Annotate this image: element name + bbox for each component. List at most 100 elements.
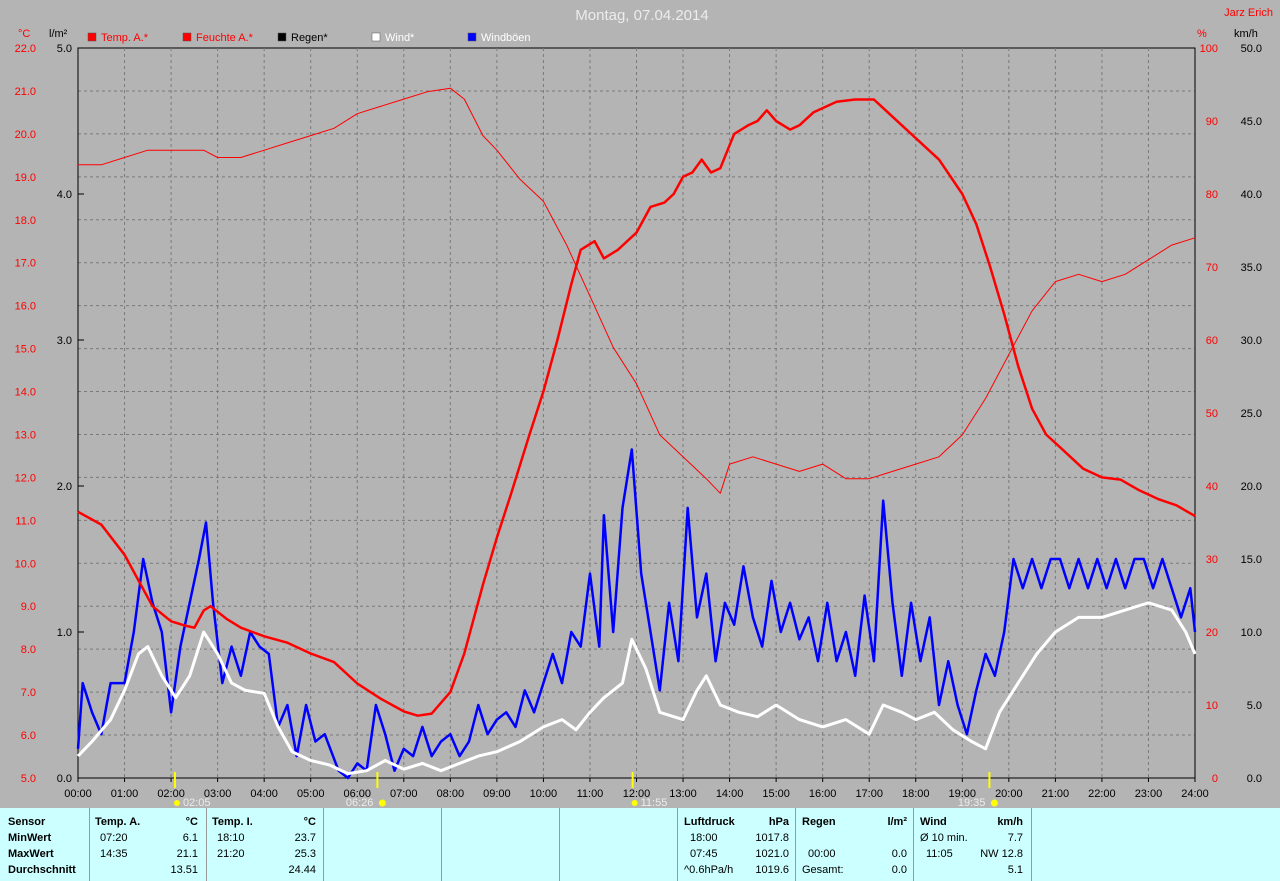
wind-header: Wind [920, 816, 947, 828]
row-min-label: MinWert [8, 832, 52, 844]
x-tick-label: 18:00 [902, 788, 930, 800]
row-max-label: MaxWert [8, 848, 54, 860]
temp-tick-label: 5.0 [21, 773, 36, 785]
x-tick-label: 04:00 [250, 788, 278, 800]
temp-tick-label: 22.0 [15, 43, 36, 55]
wind-tick-label: 30.0 [1241, 335, 1262, 347]
luftdruck-avg: 1019.6 [755, 864, 789, 876]
sun-icon [990, 799, 998, 807]
rain-tick-label: 0.0 [57, 773, 72, 785]
x-tick-label: 02:00 [157, 788, 185, 800]
legend-swatch [371, 32, 381, 42]
wind-tick-label: 0.0 [1247, 773, 1262, 785]
temp-tick-label: 11.0 [15, 515, 36, 527]
x-tick-label: 06:00 [343, 788, 371, 800]
series-tempa [77, 98, 1196, 717]
wind-tick-label: 35.0 [1241, 262, 1262, 274]
temp-tick-label: 10.0 [15, 558, 36, 570]
hum-tick-label: 10 [1206, 700, 1218, 712]
legend-swatch [87, 32, 97, 42]
marker-time: 19:35 [958, 797, 986, 808]
x-tick-label: 16:00 [809, 788, 837, 800]
hum-tick-label: 30 [1206, 554, 1218, 566]
luftdruck-min-time: 18:00 [690, 832, 718, 844]
legend: Temp. A.* Feuchte A.* Regen* Wind* Windböen [87, 32, 531, 44]
temp-a-max-val: 21.1 [176, 848, 198, 860]
hum-tick-label: 80 [1206, 189, 1218, 201]
temp-a-max-time: 14:35 [100, 848, 128, 860]
wind-max-val: NW 12.8 [980, 848, 1023, 860]
temp-i-header: Temp. I. [212, 816, 253, 828]
x-tick-label: 17:00 [855, 788, 883, 800]
regen-total-val: 0.0 [891, 864, 907, 876]
wind-avg: 5.1 [1007, 864, 1023, 876]
temp-tick-label: 8.0 [21, 644, 36, 656]
temp-a-min-val: 6.1 [182, 832, 198, 844]
luftdruck-min-val: 1017.8 [755, 832, 789, 844]
regen-max-time: 00:00 [808, 848, 836, 860]
x-tick-label: 14:00 [716, 788, 744, 800]
x-tick-label: 07:00 [390, 788, 418, 800]
x-tick-label: 20:00 [995, 788, 1023, 800]
weather-chart: Montag, 07.04.2014 Jarz Erich °C l/m² % … [15, 7, 1273, 808]
regen-max-val: 0.0 [891, 848, 907, 860]
unit-temp: °C [18, 28, 30, 40]
stats-table: Sensor MinWert MaxWert Durchschnitt Temp… [0, 808, 1280, 881]
legend-label: Wind* [385, 32, 415, 44]
wind-tick-label: 25.0 [1241, 408, 1262, 420]
hum-tick-label: 50 [1206, 408, 1218, 420]
temp-tick-label: 16.0 [15, 301, 36, 313]
temp-i-min-val: 23.7 [294, 832, 316, 844]
hum-tick-label: 100 [1200, 43, 1218, 55]
temp-a-avg: 13.51 [170, 864, 198, 876]
x-tick-label: 22:00 [1088, 788, 1116, 800]
x-tick-label: 11:00 [577, 788, 604, 800]
legend-swatch [182, 32, 192, 42]
series-windben [76, 448, 1197, 780]
temp-a-min-time: 07:20 [100, 832, 128, 844]
chart-title: Montag, 07.04.2014 [575, 7, 708, 24]
wind-unit: km/h [997, 816, 1023, 828]
temp-tick-label: 21.0 [15, 86, 36, 98]
moon-icon [631, 800, 638, 806]
wind-avg10-label: Ø 10 min. [920, 832, 968, 844]
rain-tick-label: 2.0 [57, 481, 72, 493]
rain-tick-label: 5.0 [57, 43, 72, 55]
x-tick-label: 15:00 [762, 788, 790, 800]
luftdruck-max-time: 07:45 [690, 848, 718, 860]
regen-header: Regen [802, 816, 836, 828]
wind-max-time: 11:05 [926, 848, 953, 860]
temp-tick-label: 17.0 [15, 258, 36, 270]
temp-tick-label: 9.0 [21, 601, 36, 613]
sensor-header: Sensor [8, 816, 46, 828]
temp-tick-label: 14.0 [15, 387, 36, 399]
marker-time: 06:26 [346, 797, 374, 808]
temp-i-min-time: 18:10 [217, 832, 245, 844]
temp-tick-label: 18.0 [15, 215, 36, 227]
temp-tick-label: 13.0 [15, 429, 36, 441]
x-tick-label: 23:00 [1135, 788, 1163, 800]
luftdruck-max-val: 1021.0 [755, 848, 789, 860]
unit-hum: % [1197, 28, 1207, 40]
hum-tick-label: 40 [1206, 481, 1218, 493]
wind-tick-label: 10.0 [1241, 627, 1262, 639]
wind-tick-label: 50.0 [1241, 43, 1262, 55]
legend-label: Regen* [291, 32, 328, 44]
temp-tick-label: 12.0 [15, 472, 36, 484]
legend-swatch [467, 32, 477, 42]
temp-a-unit: °C [185, 816, 198, 828]
marker-time: 11:55 [641, 797, 668, 808]
temp-i-max-time: 21:20 [217, 848, 245, 860]
wind-tick-label: 40.0 [1241, 189, 1262, 201]
luftdruck-trend: ^0.6hPa/h [684, 864, 734, 876]
series-wind [76, 601, 1197, 776]
grid [78, 48, 1195, 778]
hum-tick-label: 70 [1206, 262, 1218, 274]
sun-icon [378, 799, 386, 807]
hum-tick-label: 0 [1212, 773, 1218, 785]
astro-markers: 02:05 06:26 11:55 19:35 [173, 772, 998, 808]
wind-tick-label: 5.0 [1247, 700, 1262, 712]
luftdruck-unit: hPa [768, 816, 789, 828]
temp-tick-label: 15.0 [15, 344, 36, 356]
temp-tick-label: 20.0 [15, 129, 36, 141]
